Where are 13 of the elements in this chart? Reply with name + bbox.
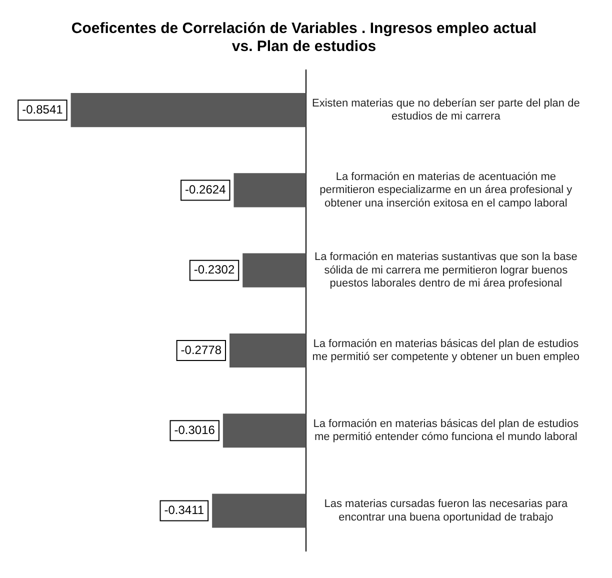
data-label: -0.3016 [174, 422, 216, 437]
y-tick-label: La formación en materias de acentuación me permitieron especializarme en un área profesional y obtener una inserción exitosa en el campo laboral [320, 171, 573, 210]
data-label: -0.2624 [185, 182, 226, 197]
y-tick-label: La formación en materias sustantivas que son la base sólida de mi carrera me permitieron lograr buenos puestos laborales dentro de mi área profesional [314, 251, 578, 290]
y-tick-label: La formación en materias básicas del plan de estudios me permitió ser competente y obtener un buen empleo [312, 338, 580, 364]
data-label: -0.2778 [180, 342, 222, 357]
data-label: -0.8541 [22, 102, 64, 116]
y-tick-label: Existen materias que no deberían ser parte del plan de estudios de mi carrera [312, 98, 580, 123]
y-tick-label: La formación en materias básicas del plan de estudios me permitió entender cómo funciona el mundo laboral [313, 418, 580, 444]
data-label: -0.2302 [194, 262, 235, 277]
chart-title: Coeficentes de Correlación de Variables . Ingresos empleo actual vs. Plan de estudios [71, 20, 537, 56]
data-label: -0.3411 [164, 503, 204, 518]
y-tick-label: Las materias cursadas fueron las necesarias para encontrar una buena oportunidad de trabajo [324, 498, 568, 524]
